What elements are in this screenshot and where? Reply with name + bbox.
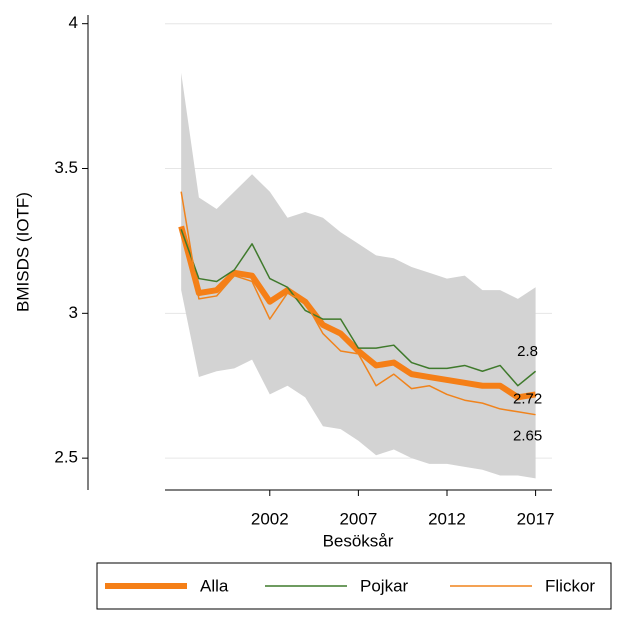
- x-tick-label: 2017: [517, 509, 555, 528]
- x-axis-label: Besöksår: [323, 531, 394, 550]
- legend-label: Pojkar: [360, 576, 409, 595]
- legend-label: Alla: [200, 576, 229, 595]
- y-axis-label: BMISDS (IOTF): [13, 192, 32, 312]
- x-tick-label: 2002: [251, 509, 289, 528]
- x-tick-label: 2012: [428, 509, 466, 528]
- value-label: 2.72: [513, 390, 542, 407]
- value-label: 2.8: [517, 343, 538, 360]
- y-tick-label: 4: [69, 13, 78, 32]
- series-line: [180, 191, 536, 416]
- series-line: [178, 225, 537, 401]
- legend-label: Flickor: [545, 576, 595, 595]
- series-line: [180, 229, 537, 387]
- y-tick-label: 3.5: [54, 158, 78, 177]
- y-tick-label: 3: [69, 303, 78, 322]
- y-tick-label: 2.5: [54, 448, 78, 467]
- x-tick-label: 2007: [339, 509, 377, 528]
- value-label: 2.65: [513, 428, 542, 445]
